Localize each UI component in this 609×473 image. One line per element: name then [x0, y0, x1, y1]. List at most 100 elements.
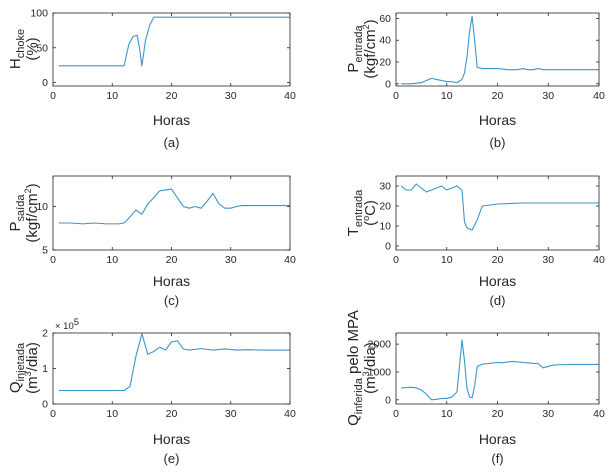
y-label-main: P [7, 221, 24, 231]
axis-multiplier: × 105 [55, 317, 79, 332]
y-label-unit-text: (m [24, 376, 41, 394]
series-line-e [58, 333, 290, 392]
y-label-unit-end: ) [362, 19, 379, 24]
y-label-variable: Qinjetada [7, 342, 27, 393]
multiplier-exponent: 5 [74, 317, 79, 328]
y-label-unit: (m3/dia) [361, 342, 379, 394]
y-label-subscript: entrada [353, 189, 365, 227]
y-label-unit-text: (m [362, 376, 379, 394]
y-label-subscript: choke [15, 29, 27, 58]
x-tick-label: 0 [393, 254, 399, 266]
y-tick-label: 20 [379, 57, 391, 69]
x-axis-label: Horas [479, 112, 516, 128]
y-label-main: P [345, 63, 362, 73]
axes-box-d [395, 175, 600, 251]
y-label-main: T [345, 227, 362, 236]
y-label-unit-sup: o [361, 216, 371, 221]
x-tick-label: 20 [492, 254, 504, 266]
axes-box-b [395, 12, 600, 87]
y-tick-label: 20 [379, 201, 391, 213]
series-line-b [401, 15, 599, 85]
y-label-unit: (oC) [361, 200, 379, 226]
y-label-subscript: inferida [353, 377, 365, 414]
panel-caption: (c) [164, 293, 179, 308]
y-label-unit-sup: 3 [23, 371, 33, 376]
x-tick-label: 40 [284, 408, 296, 420]
y-label-main: H [7, 58, 24, 69]
x-tick-label: 0 [393, 408, 399, 420]
y-label-variable: Pentrada [345, 24, 365, 72]
y-label-unit-end: ) [24, 183, 41, 188]
y-label-unit: (kgf/cm2) [361, 19, 379, 78]
series-line-a [58, 16, 290, 67]
y-label-subscript: saída [15, 194, 27, 222]
y-label-main: Q [345, 414, 362, 426]
y-label-unit-end: /dia) [362, 342, 379, 371]
y-label-tail: pelo MPA [345, 310, 362, 378]
y-label-unit-end: /dia) [24, 342, 41, 371]
y-label-unit-sup: 3 [361, 371, 371, 376]
panel-caption: (d) [490, 293, 506, 308]
x-tick-label: 40 [593, 254, 605, 266]
y-tick-label: 1000 [368, 366, 392, 378]
y-axis-label: Tentrada(oC) [345, 189, 379, 236]
y-label-unit: (m3/dia) [23, 342, 41, 394]
y-tick-label: 60 [379, 13, 391, 25]
y-tick-label: 0 [385, 394, 391, 406]
axes-box-e [52, 332, 291, 405]
y-tick-label: 2 [42, 328, 48, 340]
y-label-variable: Qinferida pelo MPA [345, 310, 365, 426]
x-tick-label: 40 [593, 408, 605, 420]
y-label-subscript: entrada [353, 24, 365, 62]
x-tick-label: 20 [492, 90, 504, 102]
chart-panel-d: 0 10 20 30 40 0 10 20 30 Horas (d) Tentrada(oC) [345, 175, 605, 308]
series-line-c [58, 188, 290, 225]
y-label-unit-text: (kgf/cm [362, 29, 379, 78]
x-tick-label: 20 [166, 254, 178, 266]
x-tick-label: 30 [225, 90, 237, 102]
chart-panel-e: 0 10 20 30 40 0 1 2 × 105 Horas (e) Qinjetada(m3/di… [7, 317, 296, 466]
y-axis-label: Qinferida pelo MPA(m3/dia) [345, 310, 379, 426]
x-tick-label: 30 [542, 408, 554, 420]
y-label-variable: Psaída [7, 194, 27, 232]
series-line-d [400, 183, 599, 231]
x-axis-label: Horas [479, 273, 516, 289]
chart-panel-b: 0 10 20 30 40 0 20 40 60 Horas (b) Pentrada(kgf/cm2… [345, 12, 605, 150]
panel-caption: (a) [164, 135, 180, 150]
y-axis-label: Hchoke(%) [7, 29, 41, 69]
y-tick-label: 0 [385, 78, 391, 90]
x-tick-label: 0 [50, 408, 56, 420]
x-axis-label: Horas [153, 273, 190, 289]
y-axis-label: Psaída(kgf/cm2) [7, 183, 41, 242]
y-label-variable: Hchoke [7, 29, 27, 69]
x-tick-label: 0 [50, 254, 56, 266]
y-axis-label: Pentrada(kgf/cm2) [345, 19, 379, 78]
x-axis-label: Horas [153, 431, 190, 447]
y-tick-label: 100 [30, 8, 48, 20]
series-line-f [401, 339, 599, 401]
x-axis-label: Horas [153, 112, 190, 128]
x-tick-label: 0 [393, 90, 399, 102]
panel-caption: (f) [491, 451, 503, 466]
axes-box-a [52, 12, 291, 87]
y-tick-label: 50 [36, 42, 48, 54]
y-label-unit-text: ( [362, 221, 379, 226]
y-axis-label: Qinjetada(m3/dia) [7, 342, 41, 394]
y-tick-label: 10 [36, 201, 48, 213]
x-tick-label: 10 [106, 90, 118, 102]
y-tick-label: 0 [42, 77, 48, 89]
x-tick-label: 10 [106, 254, 118, 266]
multiplier-base: × 10 [55, 321, 74, 332]
chart-panel-c: 0 10 20 30 40 5 10 Horas (c) Psaída(kgf/cm2) [7, 175, 296, 308]
y-label-unit: (kgf/cm2) [23, 183, 41, 242]
y-label-subscript: injetada [15, 342, 27, 381]
y-label-unit-text: (%) [24, 37, 41, 60]
axes-box-f [395, 332, 600, 405]
chart-panel-f: 0 10 20 30 40 0 1000 2000 Horas (f) Qinferida pelo… [345, 310, 605, 466]
x-tick-label: 40 [284, 90, 296, 102]
panel-caption: (e) [164, 451, 180, 466]
x-tick-label: 30 [225, 254, 237, 266]
y-tick-label: 1 [42, 363, 48, 375]
y-tick-label: 0 [385, 241, 391, 253]
